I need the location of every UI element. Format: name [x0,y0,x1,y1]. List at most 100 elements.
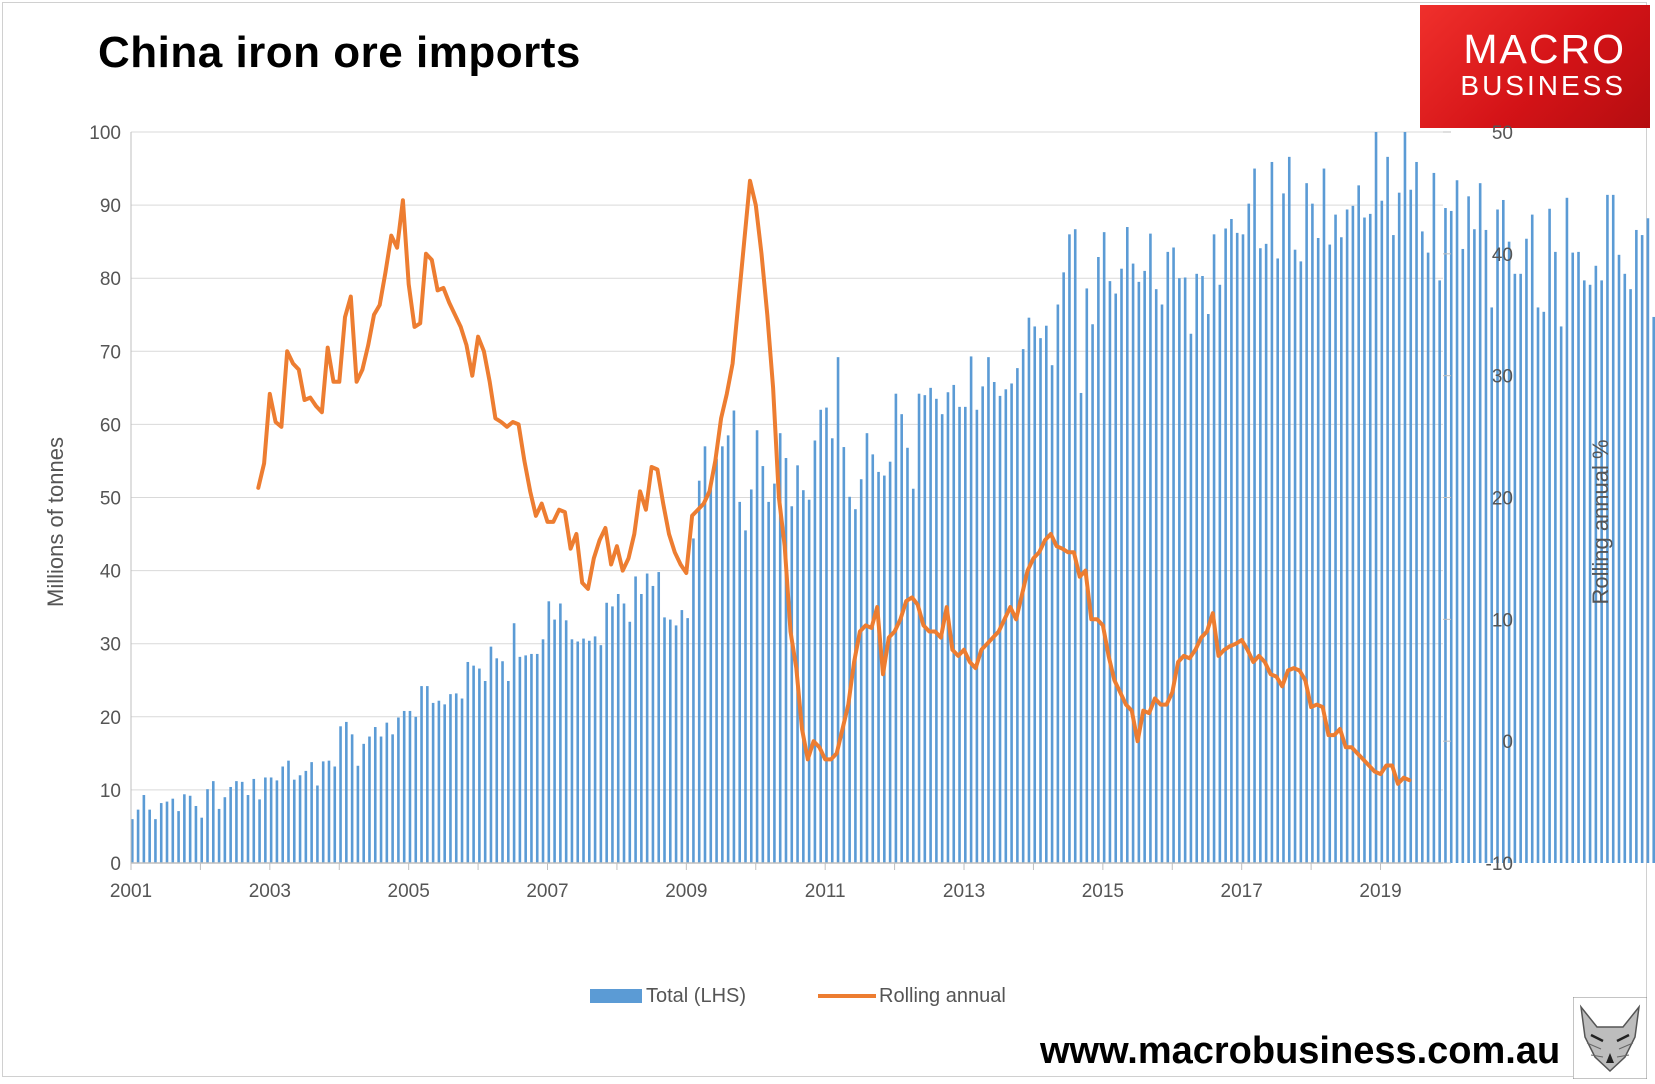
bar [1004,389,1008,863]
bar [1154,289,1158,863]
bar [703,446,707,863]
bar [316,785,319,863]
website-url[interactable]: www.macrobusiness.com.au [1040,1030,1561,1072]
bar [177,811,180,863]
bar [1409,189,1413,863]
brand-logo[interactable]: MACRO BUSINESS [1420,5,1650,128]
bar [657,572,661,863]
rolling-annual-line [256,178,1412,786]
bar [761,466,765,863]
bar [131,819,134,863]
bar [1426,252,1430,864]
bar [668,619,672,863]
bar [645,573,649,863]
bar [1421,231,1424,863]
bar [454,693,458,863]
bar [1455,180,1459,864]
bar [183,794,186,863]
bar [842,447,846,863]
bar [426,686,429,863]
bar [223,797,227,863]
bar [1432,172,1436,863]
bar [651,585,655,863]
bar [1559,326,1563,863]
bar [640,593,643,863]
bar [1484,229,1488,864]
right-tick-label: 50 [1492,123,1513,144]
bar [466,661,470,863]
bar [472,665,475,863]
bar [1478,183,1482,864]
bar [483,680,487,863]
legend-swatch-bars [590,989,642,1003]
bar [512,623,516,863]
bar [686,618,689,863]
bar [1582,280,1586,863]
bar [1253,168,1256,864]
bar [1299,261,1303,864]
left-axis-title: Millions of tonnes [43,437,68,607]
bar [1311,203,1314,863]
bar [460,698,464,863]
bar [553,619,556,863]
bar [917,393,921,863]
left-axis-ticks: 0 10 20 30 40 50 60 70 80 90 100 [89,123,121,875]
bar [1617,254,1621,864]
left-tick-label: 100 [89,123,121,144]
bar [559,603,562,863]
bar [188,795,192,863]
bar [1652,316,1655,863]
bar [1305,183,1308,864]
bar [987,357,990,863]
bar [1045,325,1048,864]
bar [501,661,504,863]
right-tick-label: 10 [1492,610,1513,631]
right-tick-label: 20 [1492,489,1513,510]
bar [1357,185,1360,863]
bar [663,617,666,863]
bar [1073,229,1077,863]
bar [495,658,499,863]
right-tick-label: 0 [1502,732,1513,753]
bar [958,406,961,863]
bar [1334,214,1337,863]
bar [339,726,342,863]
bar [1276,258,1279,863]
bar [1235,232,1239,864]
bar [1097,257,1100,864]
bar [206,789,209,863]
bar [1322,168,1326,864]
bar [1241,234,1245,864]
bar [431,702,435,863]
bar [611,606,614,863]
bar [813,440,817,863]
bar [547,601,551,863]
bar [310,762,313,863]
bar [819,409,822,863]
bar [1183,277,1187,863]
bar [420,686,423,863]
bar [541,639,545,863]
left-tick-label: 10 [100,781,121,802]
bar [877,471,880,863]
bar [721,446,724,863]
bar [1050,365,1054,863]
bar [1519,273,1522,864]
bar [790,506,794,863]
bar [1397,192,1401,864]
bar [535,653,539,863]
legend-label-bars: Total (LHS) [646,985,746,1007]
bar [784,458,788,863]
bar [1548,208,1551,863]
bar [1102,232,1106,864]
bar [449,694,452,863]
bar [362,743,365,863]
legend-label-line: Rolling annual [879,985,1006,1007]
bar [715,458,718,863]
bar [1380,200,1384,864]
bar [981,386,984,863]
bar [622,603,626,863]
bar [848,496,851,863]
bar [1635,229,1638,864]
